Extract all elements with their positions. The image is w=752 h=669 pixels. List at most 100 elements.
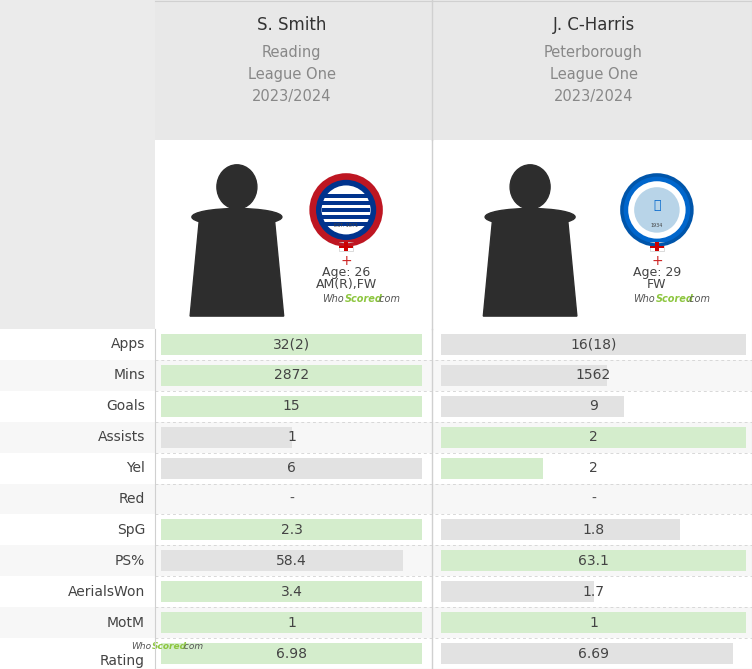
FancyBboxPatch shape: [344, 242, 347, 252]
FancyBboxPatch shape: [161, 643, 422, 664]
Text: 1: 1: [287, 430, 296, 444]
Text: 2023/2024: 2023/2024: [553, 90, 633, 104]
Text: League One: League One: [550, 68, 638, 82]
FancyBboxPatch shape: [0, 360, 752, 391]
Text: ⚽: ⚽: [653, 199, 661, 213]
Text: Red: Red: [119, 492, 145, 506]
Text: 2023/2024: 2023/2024: [252, 90, 331, 104]
Text: J. C-Harris: J. C-Harris: [553, 16, 635, 34]
Text: EST. 1871: EST. 1871: [334, 223, 358, 228]
FancyBboxPatch shape: [323, 201, 370, 205]
Text: 6.98: 6.98: [276, 646, 307, 660]
FancyBboxPatch shape: [441, 612, 746, 633]
Text: 1934: 1934: [650, 223, 663, 228]
FancyBboxPatch shape: [230, 207, 244, 217]
Text: PS%: PS%: [115, 554, 145, 568]
Text: AM(R),FW: AM(R),FW: [316, 278, 377, 292]
Ellipse shape: [485, 209, 575, 225]
Text: +: +: [341, 254, 352, 268]
Text: Reading: Reading: [262, 45, 321, 60]
FancyBboxPatch shape: [441, 519, 680, 541]
Text: League One: League One: [247, 68, 335, 82]
Text: 1: 1: [287, 615, 296, 630]
Text: Rating: Rating: [100, 654, 145, 668]
Text: Scored: Scored: [152, 642, 187, 651]
Circle shape: [316, 180, 376, 240]
FancyBboxPatch shape: [441, 551, 746, 571]
Text: Scored: Scored: [656, 294, 694, 304]
FancyBboxPatch shape: [0, 576, 752, 607]
FancyBboxPatch shape: [0, 484, 752, 514]
FancyBboxPatch shape: [339, 246, 353, 248]
FancyBboxPatch shape: [323, 208, 370, 211]
Text: 6.69: 6.69: [578, 646, 609, 660]
FancyBboxPatch shape: [161, 519, 422, 541]
Text: 1: 1: [589, 615, 598, 630]
Text: Yel: Yel: [126, 461, 145, 475]
Text: 63.1: 63.1: [578, 554, 609, 568]
Text: Mins: Mins: [114, 369, 145, 383]
Text: 9: 9: [589, 399, 598, 413]
Text: MotM: MotM: [107, 615, 145, 630]
FancyBboxPatch shape: [523, 207, 537, 217]
Ellipse shape: [217, 165, 257, 209]
Text: -: -: [591, 492, 596, 506]
FancyBboxPatch shape: [441, 427, 746, 448]
Text: 2: 2: [589, 461, 598, 475]
Text: +: +: [651, 254, 663, 268]
FancyBboxPatch shape: [323, 215, 370, 219]
Text: .com: .com: [376, 294, 400, 304]
FancyBboxPatch shape: [0, 514, 752, 545]
Text: 16(18): 16(18): [570, 337, 617, 351]
FancyBboxPatch shape: [323, 222, 370, 225]
Circle shape: [311, 175, 381, 245]
FancyBboxPatch shape: [655, 242, 659, 252]
Text: 2: 2: [589, 430, 598, 444]
FancyBboxPatch shape: [0, 391, 752, 421]
FancyBboxPatch shape: [0, 638, 752, 669]
Text: Age: 29: Age: 29: [632, 266, 681, 280]
Text: 15: 15: [283, 399, 300, 413]
Text: 3.4: 3.4: [280, 585, 302, 599]
Text: 2.3: 2.3: [280, 523, 302, 537]
Circle shape: [322, 185, 371, 234]
Text: SpG: SpG: [117, 523, 145, 537]
FancyBboxPatch shape: [323, 194, 370, 197]
Text: 1.7: 1.7: [583, 585, 605, 599]
FancyBboxPatch shape: [441, 334, 746, 355]
Text: 1.8: 1.8: [583, 523, 605, 537]
Text: 1562: 1562: [576, 369, 611, 383]
Circle shape: [622, 175, 692, 245]
FancyBboxPatch shape: [650, 246, 664, 248]
FancyBboxPatch shape: [441, 581, 593, 602]
FancyBboxPatch shape: [161, 365, 422, 386]
Text: Who: Who: [323, 294, 344, 304]
Circle shape: [628, 181, 686, 239]
FancyBboxPatch shape: [0, 329, 752, 360]
Circle shape: [634, 187, 680, 233]
FancyBboxPatch shape: [0, 545, 752, 576]
Text: Apps: Apps: [111, 337, 145, 351]
FancyBboxPatch shape: [161, 612, 422, 633]
FancyBboxPatch shape: [441, 643, 733, 664]
Text: 6: 6: [287, 461, 296, 475]
Polygon shape: [190, 222, 284, 316]
Text: .com: .com: [181, 642, 203, 651]
FancyBboxPatch shape: [161, 551, 402, 571]
FancyBboxPatch shape: [155, 0, 752, 669]
Text: 2872: 2872: [274, 369, 309, 383]
FancyBboxPatch shape: [161, 396, 422, 417]
Text: Age: 26: Age: 26: [322, 266, 370, 280]
Ellipse shape: [510, 165, 550, 209]
FancyBboxPatch shape: [161, 581, 422, 602]
Polygon shape: [484, 222, 577, 316]
Text: 58.4: 58.4: [276, 554, 307, 568]
FancyBboxPatch shape: [161, 334, 422, 355]
FancyBboxPatch shape: [161, 458, 422, 478]
Text: S. Smith: S. Smith: [257, 16, 326, 34]
FancyBboxPatch shape: [155, 0, 752, 140]
Text: -: -: [289, 492, 294, 506]
Text: FW: FW: [647, 278, 667, 292]
FancyBboxPatch shape: [155, 140, 752, 329]
FancyBboxPatch shape: [0, 453, 752, 484]
